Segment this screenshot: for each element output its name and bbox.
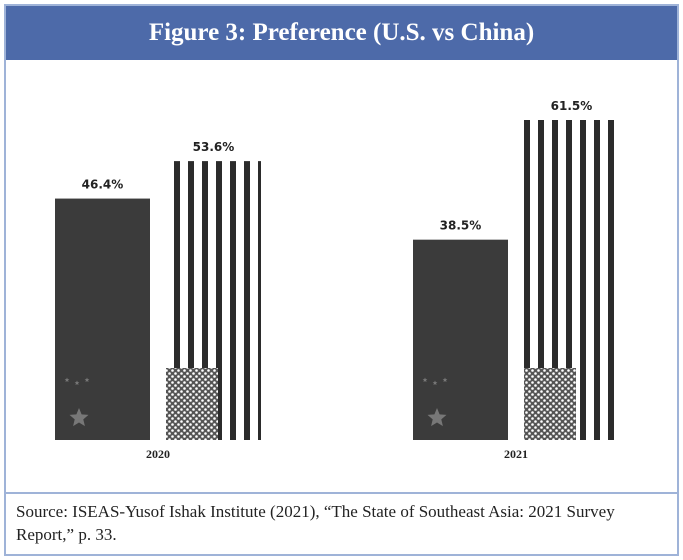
source-note: Source: ISEAS-Yusof Ishak Institute (202…	[16, 502, 615, 544]
x-tick-label: 2021	[504, 447, 528, 461]
figure-title: Figure 3: Preference (U.S. vs China)	[6, 6, 677, 60]
divider	[6, 492, 677, 494]
bar-star	[64, 377, 70, 382]
data-label: 46.4%	[82, 178, 124, 192]
bar	[413, 239, 508, 440]
chart: 2020 46.4% 53.6% 2021 38.5% 61.5%	[55, 99, 619, 461]
data-label: 38.5%	[440, 219, 482, 233]
data-label: 61.5%	[551, 99, 593, 113]
data-label: 53.6%	[193, 140, 235, 154]
bar-star	[432, 380, 438, 385]
figure: Figure 3: Preference (U.S. vs China) 202…	[4, 4, 679, 556]
bar-star	[427, 408, 447, 427]
x-tick-label: 2020	[146, 447, 170, 461]
bar-star	[69, 408, 89, 427]
bar-star	[84, 377, 90, 382]
bar-star	[422, 377, 428, 382]
bar-canton	[166, 368, 218, 440]
bar-canton	[524, 368, 576, 440]
bar	[55, 198, 150, 440]
bar-star	[442, 377, 448, 382]
bar-star	[74, 380, 80, 385]
